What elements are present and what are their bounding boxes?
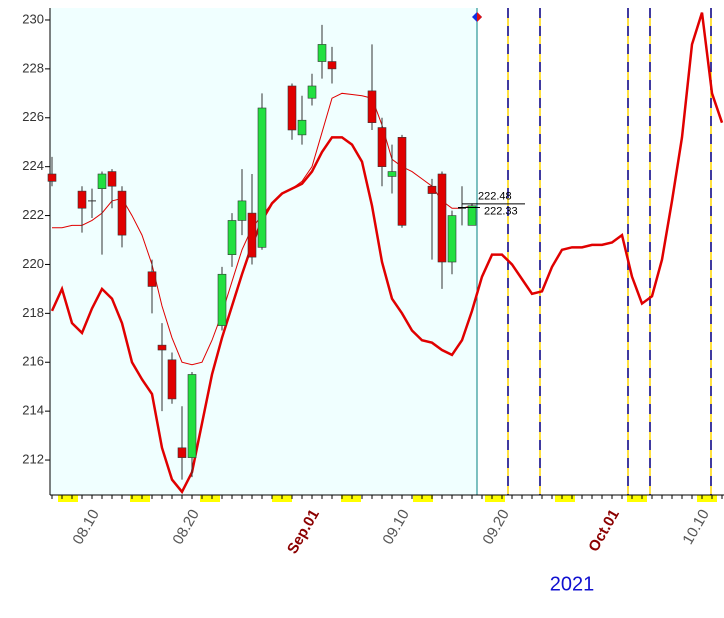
cycle-lines: [507, 8, 712, 495]
y-tick-label: 220: [22, 256, 44, 271]
year-label: 2021: [550, 573, 595, 595]
candle-body: [437, 173, 447, 263]
candle-body: [427, 185, 437, 194]
y-tick-label: 228: [22, 60, 44, 75]
history-area: [50, 8, 477, 495]
y-tick-label: 230: [22, 11, 44, 26]
weekend-marker: [58, 495, 78, 502]
y-tick-label: 222: [22, 207, 44, 222]
weekend-marker: [341, 495, 361, 502]
weekend-marker: [485, 495, 505, 502]
candle-body: [77, 190, 87, 209]
candle-body: [257, 107, 267, 248]
candle-body: [397, 137, 407, 226]
candle-body: [247, 212, 257, 258]
y-tick-label: 224: [22, 158, 44, 173]
today-marker: [477, 12, 482, 22]
weekend-marker: [555, 495, 575, 502]
candle-body: [107, 171, 117, 187]
weekend-marker: [413, 495, 433, 502]
candle-body: [157, 344, 167, 351]
candle-body: [117, 190, 127, 236]
candle-body: [327, 61, 337, 70]
forecast-line: [50, 12, 724, 495]
candle-body: [447, 215, 457, 263]
weekend-marker: [200, 495, 220, 502]
weekend-marker: [627, 495, 647, 502]
weekend-marker: [130, 495, 150, 502]
candle-body: [217, 273, 227, 326]
candle-body: [367, 90, 377, 123]
candle-body: [377, 127, 387, 167]
y-tick-label: 214: [22, 403, 44, 418]
price-label: 222.33: [484, 205, 518, 217]
candle-body: [187, 374, 197, 458]
candle-body: [467, 205, 477, 226]
candle-body: [317, 44, 327, 62]
candle-body: [47, 173, 57, 182]
candle-body: [97, 173, 107, 189]
candle-body: [167, 359, 177, 400]
price-label: 222.48: [478, 191, 512, 203]
weekend-marker: [697, 495, 717, 502]
candle-body: [177, 447, 187, 458]
candle-body: [287, 85, 297, 131]
candle-body: [147, 271, 157, 287]
candle-body: [297, 119, 307, 136]
y-tick-label: 212: [22, 451, 44, 466]
y-tick-label: 216: [22, 354, 44, 369]
y-tick-label: 226: [22, 109, 44, 124]
candle-body: [307, 85, 317, 99]
candle-body: [237, 200, 247, 221]
candle-body: [387, 171, 397, 177]
candle-body: [227, 220, 237, 255]
y-tick-label: 218: [22, 305, 44, 320]
